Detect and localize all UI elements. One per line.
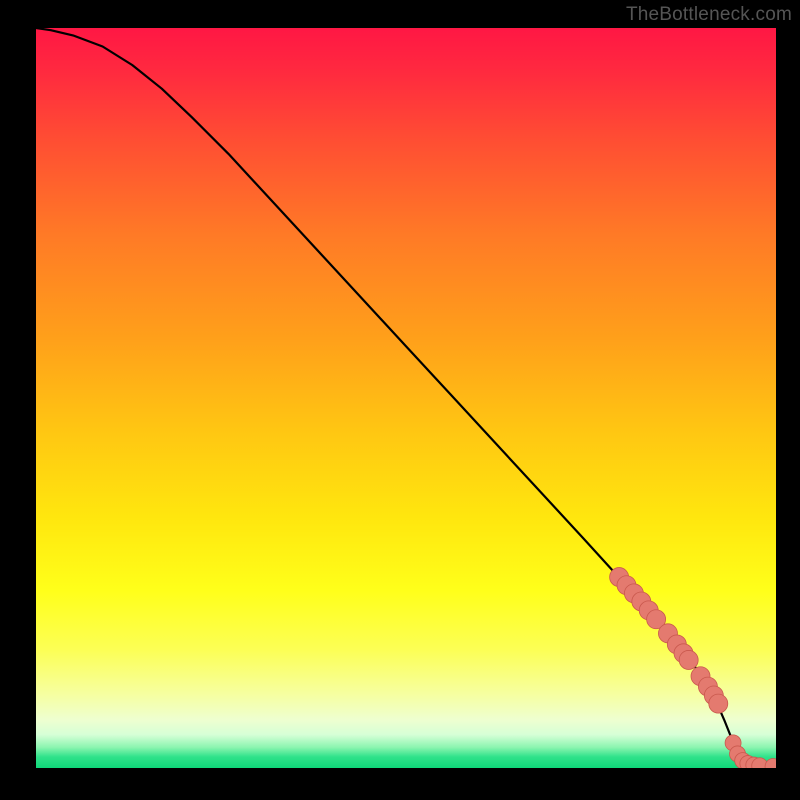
chart-svg	[0, 0, 800, 800]
data-marker	[709, 694, 728, 713]
data-marker	[679, 650, 698, 669]
bottleneck-chart	[0, 0, 800, 800]
chart-bg-gradient	[36, 28, 776, 768]
watermark-text: TheBottleneck.com	[626, 4, 792, 26]
